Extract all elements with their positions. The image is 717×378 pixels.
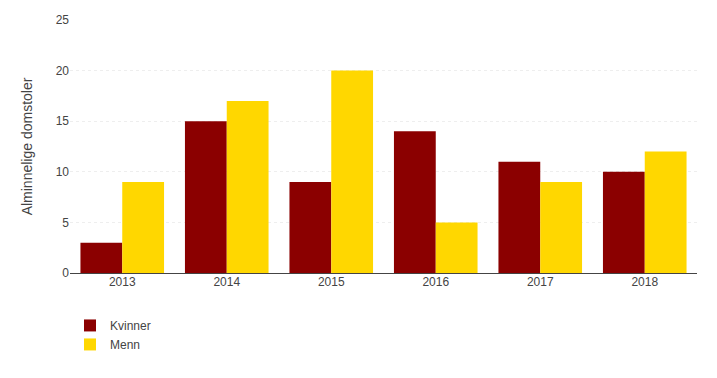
svg-text:25: 25	[56, 13, 70, 27]
svg-text:2017: 2017	[527, 275, 554, 289]
svg-text:2015: 2015	[318, 275, 345, 289]
svg-text:5: 5	[62, 216, 69, 230]
svg-text:2016: 2016	[422, 275, 449, 289]
svg-text:10: 10	[56, 165, 70, 179]
svg-text:Menn: Menn	[110, 338, 140, 352]
svg-text:20: 20	[56, 64, 70, 78]
svg-text:2013: 2013	[109, 275, 136, 289]
svg-text:Kvinner: Kvinner	[110, 319, 151, 333]
svg-text:2018: 2018	[631, 275, 658, 289]
svg-text:2014: 2014	[213, 275, 240, 289]
svg-text:Alminnelige domstoler: Alminnelige domstoler	[19, 77, 35, 215]
svg-text:0: 0	[62, 266, 69, 280]
svg-text:15: 15	[56, 114, 70, 128]
